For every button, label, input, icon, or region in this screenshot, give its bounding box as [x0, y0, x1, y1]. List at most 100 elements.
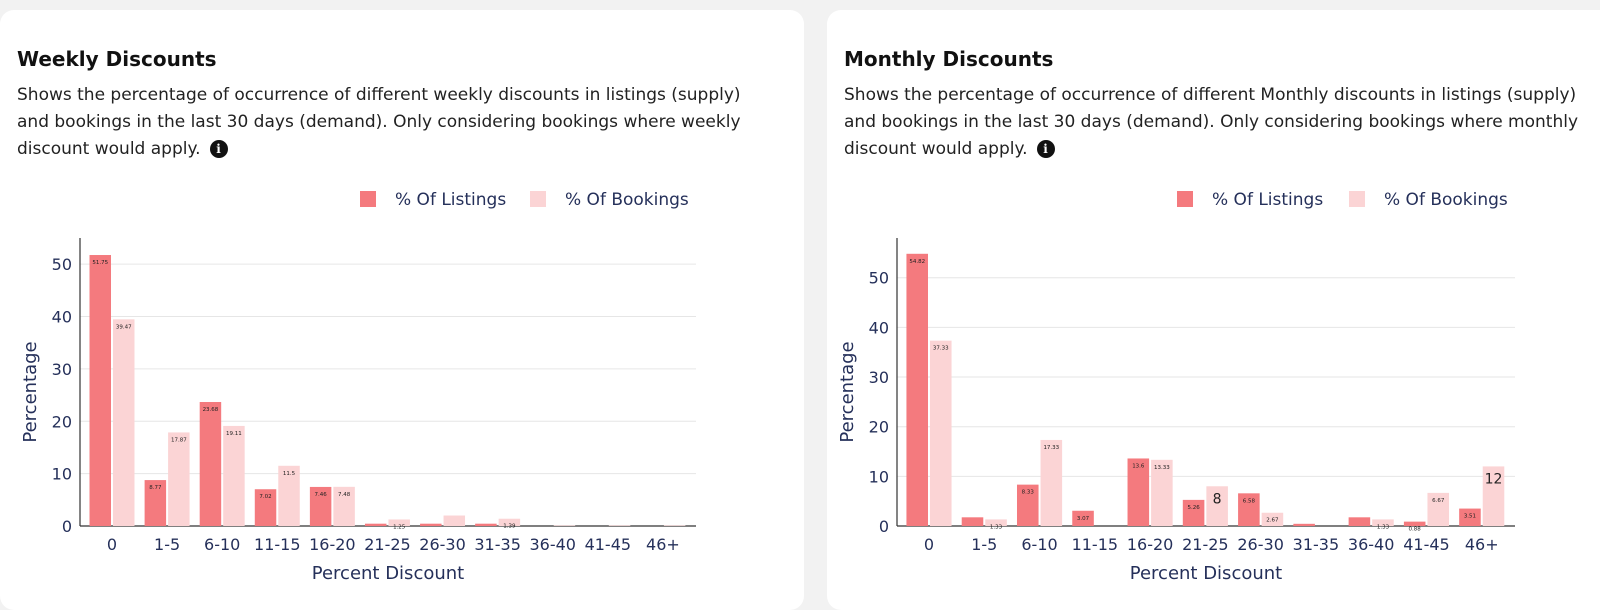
data-label: 11.5 [283, 471, 296, 477]
bar [1372, 519, 1394, 526]
x-tick-label: 31-35 [1293, 535, 1340, 554]
legend-swatch [360, 191, 376, 207]
bar [1293, 523, 1315, 526]
bar [1127, 458, 1150, 526]
bar [608, 525, 631, 526]
x-axis-label: Percent Discount [312, 563, 464, 584]
data-label: 5.26 [1187, 505, 1200, 511]
x-tick-label: 36-40 [529, 535, 576, 554]
card-description-text: Shows the percentage of occurrence of di… [844, 85, 1579, 159]
data-label: 7.46 [314, 492, 327, 498]
x-tick-label: 0 [924, 535, 934, 554]
bar [89, 255, 111, 526]
monthly-discounts-chart: 0 10 20 30 40 50 54.82 37.33 0 1.33 1-5 8.33 17.33 6-… [837, 190, 1515, 584]
y-tick-label: 50 [869, 269, 889, 288]
card-description-text: Shows the percentage of occurrence of di… [17, 85, 741, 159]
data-label: 8.77 [149, 485, 162, 491]
bar [1482, 466, 1505, 526]
x-tick-label: 0 [107, 535, 117, 554]
data-label: 0.88 [1409, 527, 1422, 533]
bar [930, 340, 952, 526]
data-label: 7.02 [259, 494, 271, 500]
bar [1072, 510, 1094, 526]
bar [961, 517, 984, 526]
x-tick-label: 26-30 [419, 535, 466, 554]
legend-swatch [530, 191, 546, 207]
data-label: 2.67 [1266, 518, 1279, 524]
x-tick-label: 11-15 [254, 535, 301, 554]
x-tick-label: 6-10 [1021, 535, 1057, 554]
info-icon[interactable]: i [1036, 140, 1055, 158]
data-label: 19.11 [226, 431, 242, 437]
bar [1206, 486, 1228, 526]
bar [1016, 484, 1039, 526]
legend-swatch [1349, 191, 1365, 207]
card-title: Weekly Discounts [17, 47, 217, 71]
y-tick-label: 10 [52, 465, 72, 484]
bar [663, 525, 686, 526]
bar [309, 486, 332, 526]
data-label: 13.6 [1132, 463, 1145, 469]
data-label: 54.82 [909, 259, 925, 265]
y-tick-label: 10 [869, 467, 889, 486]
bar [1348, 517, 1371, 526]
y-axis-label: Percentage [20, 341, 41, 442]
bar [388, 519, 410, 526]
bar [254, 489, 277, 526]
data-label: 7.48 [338, 492, 351, 498]
data-label: 1.39 [503, 524, 516, 530]
card-title: Monthly Discounts [844, 47, 1054, 71]
bar [443, 515, 466, 526]
data-label: 12 [1485, 471, 1503, 487]
info-icon[interactable]: i [209, 140, 228, 158]
x-tick-label: 1-5 [971, 535, 997, 554]
data-label: 39.47 [116, 324, 132, 330]
x-tick-label: 21-25 [364, 535, 411, 554]
bar [1403, 521, 1426, 526]
data-label: 1.33 [990, 524, 1003, 530]
bar [1151, 459, 1173, 526]
y-tick-label: 50 [52, 255, 72, 274]
bar [223, 425, 245, 526]
data-label: 1.33 [1377, 524, 1390, 530]
card-description: Shows the percentage of occurrence of di… [844, 82, 1600, 163]
x-tick-label: 1-5 [154, 535, 180, 554]
data-label: 37.33 [933, 346, 949, 352]
data-label: 13.33 [1154, 465, 1170, 471]
y-tick-label: 20 [52, 412, 72, 431]
bar [420, 523, 442, 526]
bar [1040, 439, 1063, 526]
data-label: 8.33 [1022, 490, 1035, 496]
x-tick-label: 21-25 [1182, 535, 1229, 554]
y-tick-label: 30 [869, 368, 889, 387]
bar [1427, 492, 1450, 526]
bar [113, 319, 135, 526]
legend-label: % Of Listings [1212, 190, 1323, 210]
y-tick-label: 30 [52, 360, 72, 379]
x-tick-label: 41-45 [1403, 535, 1450, 554]
x-tick-label: 16-20 [309, 535, 356, 554]
x-tick-label: 36-40 [1348, 535, 1395, 554]
x-tick-label: 46+ [646, 535, 680, 554]
legend-swatch [1177, 191, 1193, 207]
card-description: Shows the percentage of occurrence of di… [17, 82, 777, 163]
x-tick-label: 11-15 [1072, 535, 1119, 554]
legend-label: % Of Bookings [565, 190, 689, 210]
x-tick-label: 31-35 [474, 535, 521, 554]
bar [1459, 508, 1481, 526]
x-tick-label: 26-30 [1237, 535, 1284, 554]
x-tick-label: 46+ [1465, 535, 1499, 554]
bar [475, 523, 497, 526]
x-tick-label: 41-45 [585, 535, 632, 554]
bar [498, 518, 521, 526]
bar [199, 402, 222, 526]
weekly-discounts-card: Weekly Discounts Shows the percentage of… [0, 10, 804, 610]
legend-label: % Of Bookings [1384, 190, 1508, 210]
y-tick-label: 0 [62, 517, 72, 536]
bar [168, 432, 190, 526]
bar [364, 523, 387, 526]
data-label: 3.07 [1077, 516, 1090, 522]
data-label: 6.67 [1432, 498, 1445, 504]
y-tick-label: 40 [52, 308, 72, 327]
data-label: 3.51 [1464, 514, 1476, 520]
